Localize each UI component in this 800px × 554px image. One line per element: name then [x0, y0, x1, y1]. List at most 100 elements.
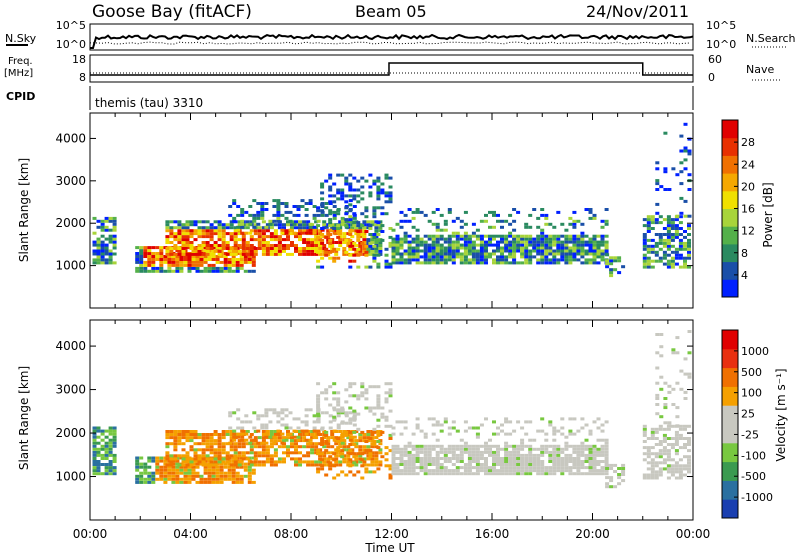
vel-cell [167, 465, 172, 469]
power-cell [520, 237, 525, 241]
vel-cell [163, 465, 168, 469]
power-cell [447, 249, 452, 253]
vel-cell [205, 454, 210, 458]
vel-cell [443, 447, 448, 451]
power-cell [163, 260, 168, 264]
vel-cell [564, 460, 569, 463]
power-cell [687, 137, 692, 141]
power-cell [248, 222, 253, 226]
vel-cell [423, 457, 428, 460]
power-cell [568, 252, 573, 256]
vel-cell [654, 464, 659, 468]
power-cell [356, 247, 361, 251]
vel-cell [415, 444, 420, 448]
vel-cell [201, 448, 206, 452]
power-cell [320, 265, 325, 269]
power-cell [500, 261, 504, 265]
power-cell [463, 231, 468, 235]
power-cell [233, 235, 238, 239]
power-cell [666, 244, 671, 248]
power-cell [388, 235, 393, 239]
vel-cell [352, 418, 357, 422]
power-cell [245, 252, 250, 256]
power-cell [207, 263, 212, 267]
power-cell [108, 258, 113, 262]
power-cell [147, 269, 152, 273]
vel-cell [282, 439, 286, 443]
power-cell [642, 235, 647, 239]
vel-cell [316, 409, 321, 413]
power-cell [213, 241, 218, 244]
power-cell [512, 246, 517, 250]
vel-cell [496, 463, 500, 466]
vel-cell [544, 432, 549, 436]
power-cell [261, 241, 266, 244]
power-cell [201, 252, 206, 256]
power-cell [596, 261, 601, 265]
power-cell [584, 243, 589, 247]
power-cell [173, 220, 178, 224]
vel-cell [308, 438, 313, 442]
vel-cell [674, 464, 679, 468]
vel-cell [298, 445, 302, 449]
vel-cell [205, 433, 210, 436]
vel-cell [277, 445, 282, 449]
power-cell [584, 234, 589, 238]
vel-cell [520, 441, 525, 445]
power-cell [249, 244, 254, 247]
vel-cell [294, 442, 298, 446]
power-cell [272, 199, 277, 203]
power-cell [316, 250, 321, 254]
vel-cell [479, 457, 484, 460]
power-cell [165, 238, 170, 242]
power-cell [670, 224, 675, 228]
power-cell [407, 240, 412, 244]
vel-cell [108, 441, 113, 445]
vel-cell [360, 385, 365, 389]
power-cell [344, 179, 349, 183]
power-cell [376, 197, 381, 201]
vel-cell [671, 348, 676, 352]
vel-cell [391, 444, 396, 448]
power-cell [374, 229, 379, 233]
vel-cell [104, 469, 109, 473]
power-cell [217, 220, 222, 224]
vel-cell [332, 452, 337, 456]
vel-cell [600, 429, 605, 433]
power-cell [512, 249, 517, 253]
vel-cell [395, 472, 400, 476]
power-cell [108, 228, 113, 232]
power-cell [403, 234, 408, 238]
vel-cell [666, 452, 671, 456]
vel-cell [552, 472, 557, 476]
power-cell [592, 258, 597, 262]
vel-cell [568, 469, 573, 473]
power-cell [151, 258, 156, 261]
vel-cell [378, 463, 383, 467]
power-cell [217, 244, 222, 247]
power-cell [143, 266, 148, 270]
power-cell [419, 243, 424, 247]
vel-cell [340, 438, 345, 442]
power-cell [679, 182, 684, 186]
vel-cell [185, 433, 190, 436]
vel-cell [175, 465, 180, 469]
vel-cell [455, 444, 460, 448]
power-cell [580, 222, 585, 226]
power-cell [143, 252, 148, 255]
power-cell [463, 240, 468, 244]
vel-cell [663, 397, 668, 400]
vel-cell [229, 448, 234, 452]
vel-cell [243, 462, 248, 466]
vel-cell [169, 433, 174, 436]
vel-cell [181, 448, 186, 452]
power-ytick-label-0: 1000 [55, 259, 86, 273]
power-cell [471, 252, 476, 256]
power-cell [520, 243, 525, 247]
vel-cell [596, 450, 601, 454]
power-cell [139, 258, 144, 261]
vel-cell [384, 464, 389, 468]
power-cell [185, 244, 190, 247]
vel-cell [666, 470, 671, 474]
vel-cell [568, 429, 573, 433]
